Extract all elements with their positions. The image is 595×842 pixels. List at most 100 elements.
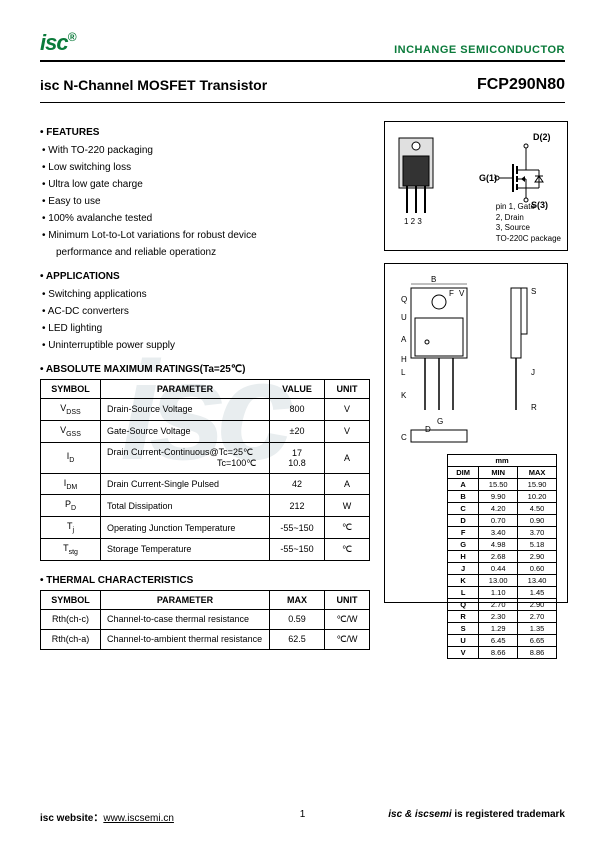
ratings-symbol: IDM [41, 473, 101, 495]
thermal-unit: ℃/W [325, 629, 370, 649]
dim-row: J0.440.60 [448, 563, 557, 575]
dimensions-table: mmDIMMINMAXA15.5015.90B9.9010.20C4.204.5… [447, 454, 557, 659]
dim-cell: Q [448, 599, 479, 611]
ratings-unit: A [325, 473, 370, 495]
dim-header: mm [448, 455, 557, 467]
ratings-param: Operating Junction Temperature [101, 517, 270, 539]
dim-row: R2.302.70 [448, 611, 557, 623]
ratings-value: 42 [270, 473, 325, 495]
dim-row: D0.700.90 [448, 515, 557, 527]
dim-cell: R [448, 611, 479, 623]
ratings-row: IDMDrain Current-Single Pulsed42A [41, 473, 370, 495]
thermal-symbol: Rth(ch-c) [41, 609, 101, 629]
ratings-value: 212 [270, 495, 325, 517]
header: isc® INCHANGE SEMICONDUCTOR [40, 30, 565, 56]
dim-cell: 0.90 [518, 515, 557, 527]
mechanical-svg: B F V Q U A H L K G D S J R C [391, 270, 559, 445]
ratings-symbol: VDSS [41, 399, 101, 421]
ratings-value: ±20 [270, 420, 325, 442]
dim-cell: 0.44 [479, 563, 518, 575]
thermal-heading: • THERMAL CHARACTERISTICS [40, 575, 370, 586]
svg-text:H: H [401, 355, 407, 364]
dim-cell: 0.70 [479, 515, 518, 527]
thermal-col: MAX [270, 590, 325, 609]
pin-desc-line: 3, Source [496, 223, 561, 233]
pin-desc-line: 2, Drain [496, 213, 561, 223]
ratings-col: UNIT [325, 380, 370, 399]
dim-cell: 1.45 [518, 587, 557, 599]
dim-cell: 1.10 [479, 587, 518, 599]
ratings-param: Storage Temperature [101, 538, 270, 560]
g-label: G(1) [479, 173, 497, 183]
brand-name: INCHANGE SEMICONDUCTOR [394, 44, 565, 56]
dim-cell: 10.20 [518, 491, 557, 503]
dim-cell: 4.98 [479, 539, 518, 551]
application-item: AC-DC converters [42, 303, 370, 320]
dim-cell: 13.40 [518, 575, 557, 587]
footer-page: 1 [300, 809, 306, 820]
dim-cell: 2.90 [518, 551, 557, 563]
ratings-symbol: PD [41, 495, 101, 517]
content: • FEATURES With TO-220 packagingLow swit… [40, 121, 565, 650]
ratings-unit: V [325, 399, 370, 421]
thermal-max: 62.5 [270, 629, 325, 649]
dim-cell: 15.50 [479, 479, 518, 491]
dim-cell: S [448, 623, 479, 635]
thermal-unit: ℃/W [325, 609, 370, 629]
ratings-param: Total Dissipation [101, 495, 270, 517]
ratings-col: SYMBOL [41, 380, 101, 399]
features-list: With TO-220 packagingLow switching lossU… [40, 142, 370, 261]
ratings-value: -55~150 [270, 538, 325, 560]
package-diagram: 1 2 3 D(2) S( [384, 121, 568, 251]
feature-item: Minimum Lot-to-Lot variations for robust… [42, 227, 370, 244]
footer-left: isc website：www.iscsemi.cn [40, 809, 174, 824]
logo-text: isc [40, 30, 68, 55]
feature-item: Low switching loss [42, 159, 370, 176]
ratings-unit: ℃ [325, 517, 370, 539]
right-column: 1 2 3 D(2) S( [384, 121, 568, 650]
thermal-col: PARAMETER [101, 590, 270, 609]
dim-cell: D [448, 515, 479, 527]
dim-cell: 0.60 [518, 563, 557, 575]
ratings-col: PARAMETER [101, 380, 270, 399]
dim-row: L1.101.45 [448, 587, 557, 599]
thermal-table: SYMBOLPARAMETERMAXUNITRth(ch-c)Channel-t… [40, 590, 370, 650]
dim-cell: 6.45 [479, 635, 518, 647]
applications-list: Switching applicationsAC-DC convertersLE… [40, 286, 370, 354]
svg-text:S: S [531, 287, 536, 296]
dim-cell: 2.90 [518, 599, 557, 611]
svg-text:U: U [401, 313, 407, 322]
dim-row: U6.456.65 [448, 635, 557, 647]
dim-cell: 9.90 [479, 491, 518, 503]
thermal-symbol: Rth(ch-a) [41, 629, 101, 649]
dim-cell: 5.18 [518, 539, 557, 551]
ratings-param: Drain Current-Single Pulsed [101, 473, 270, 495]
dim-row: S1.291.35 [448, 623, 557, 635]
dim-cell: 13.00 [479, 575, 518, 587]
svg-text:Q: Q [401, 295, 407, 304]
pin-desc-line: pin 1, Gate [496, 202, 561, 212]
dim-cell: 2.70 [479, 599, 518, 611]
thermal-max: 0.59 [270, 609, 325, 629]
dim-cell: 4.50 [518, 503, 557, 515]
dim-cell: H [448, 551, 479, 563]
dim-cell: 2.30 [479, 611, 518, 623]
dim-cell: 2.70 [518, 611, 557, 623]
dim-col: MIN [479, 467, 518, 479]
ratings-value: -55~150 [270, 517, 325, 539]
svg-text:V: V [459, 289, 465, 298]
pin-desc-line: TO-220C package [496, 234, 561, 244]
left-column: • FEATURES With TO-220 packagingLow swit… [40, 121, 370, 650]
ratings-table: SYMBOLPARAMETERVALUEUNITVDSSDrain-Source… [40, 379, 370, 561]
pins-label: 1 2 3 [404, 217, 422, 226]
svg-text:F: F [449, 289, 454, 298]
svg-text:K: K [401, 391, 407, 400]
dim-row: B9.9010.20 [448, 491, 557, 503]
thermal-col: UNIT [325, 590, 370, 609]
title-right: FCP290N80 [477, 76, 565, 94]
thermal-param: Channel-to-case thermal resistance [101, 609, 270, 629]
title-row: isc N-Channel MOSFET Transistor FCP290N8… [40, 76, 565, 94]
dim-cell: 3.40 [479, 527, 518, 539]
ratings-unit: ℃ [325, 538, 370, 560]
dim-col: DIM [448, 467, 479, 479]
